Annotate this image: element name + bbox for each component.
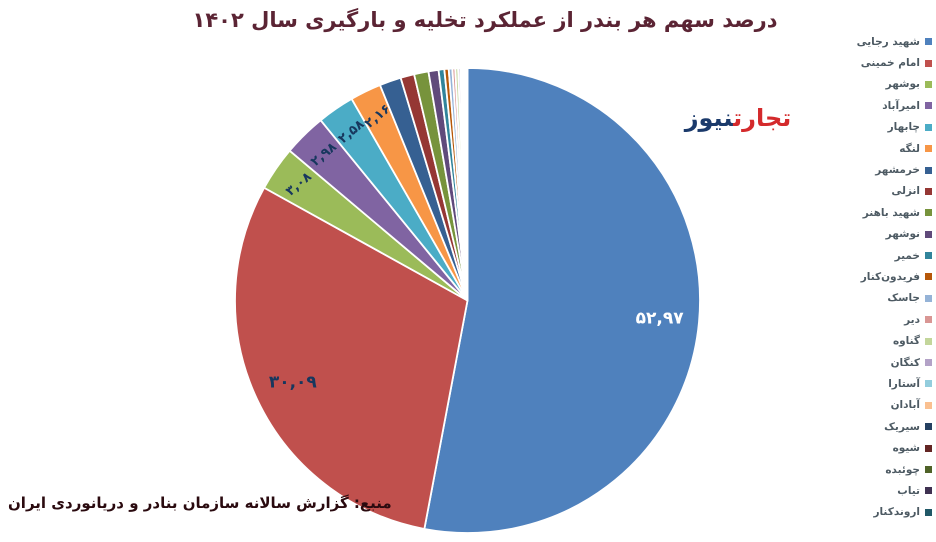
legend-label: اروندکنار: [873, 506, 920, 519]
legend-label: شهید باهنر: [862, 206, 920, 219]
pie-slice-value-label: ۳۰,۰۹: [269, 373, 318, 393]
legend-color-swatch: [925, 123, 932, 131]
legend-item: انزلی: [830, 181, 932, 202]
legend-label: شیوه: [892, 442, 920, 455]
legend-item: خرمشهر: [830, 159, 932, 180]
legend-label: آبادان: [890, 399, 920, 412]
legend-item: شهید رجایی: [830, 31, 932, 52]
legend-color-swatch: [925, 359, 932, 367]
legend-color-swatch: [925, 508, 932, 516]
legend-item: چابهار: [830, 117, 932, 138]
legend-item: شهید باهنر: [830, 202, 932, 223]
legend-label: لنگه: [899, 142, 920, 155]
legend-item: کنگان: [830, 352, 932, 373]
legend-label: آستارا: [888, 377, 920, 390]
legend-item: گناوه: [830, 330, 932, 351]
legend-color-swatch: [925, 316, 932, 324]
legend-label: گناوه: [892, 335, 920, 348]
legend-label: بوشهر: [885, 78, 920, 91]
chart-title: درصد سهم هر بندر از عملکرد تخلیه و بارگی…: [192, 8, 778, 32]
legend-label: امام خمینی: [860, 57, 920, 70]
legend-label: انزلی: [891, 185, 920, 198]
legend: شهید رجایی امام خمینی بوشهر امیرآباد چابهار ل…: [830, 31, 932, 523]
pie-slice: [423, 67, 701, 534]
legend-color-swatch: [925, 102, 932, 110]
legend-color-swatch: [925, 38, 932, 46]
legend-color-swatch: [925, 166, 932, 174]
legend-item: لنگه: [830, 138, 932, 159]
legend-label: دیر: [904, 313, 920, 326]
legend-color-swatch: [925, 423, 932, 431]
legend-item: امام خمینی: [830, 52, 932, 73]
legend-color-swatch: [925, 380, 932, 388]
legend-color-swatch: [925, 466, 932, 473]
legend-color-swatch: [925, 444, 932, 452]
legend-item: آبادان: [830, 395, 932, 416]
legend-item: تیاب: [830, 480, 932, 501]
legend-label: نوشهر: [885, 228, 920, 241]
legend-label: خمیر: [894, 249, 920, 262]
legend-color-swatch: [925, 252, 932, 260]
legend-label: شهید رجایی: [856, 35, 920, 48]
legend-color-swatch: [925, 230, 932, 238]
legend-color-swatch: [925, 209, 932, 217]
legend-color-swatch: [925, 145, 932, 153]
logo-text-news: نیوز: [684, 104, 734, 132]
legend-color-swatch: [925, 59, 932, 67]
legend-color-swatch: [925, 273, 932, 281]
legend-item: خمیر: [830, 245, 932, 266]
legend-item: جاسک: [830, 288, 932, 309]
legend-label: تیاب: [897, 484, 920, 497]
legend-label: چوئبده: [885, 463, 920, 476]
source-note: منبع: گزارش سالانه سازمان بنادر و دریانو…: [8, 494, 392, 512]
legend-color-swatch: [925, 401, 932, 409]
legend-color-swatch: [925, 337, 932, 345]
legend-item: شیوه: [830, 437, 932, 458]
legend-item: امیرآباد: [830, 95, 932, 116]
pie-slice: [234, 186, 469, 531]
legend-color-swatch: [925, 487, 932, 495]
legend-color-swatch: [925, 294, 932, 302]
tejarat-news-logo: تجارتنیوز: [678, 104, 798, 132]
pie-slice: [466, 67, 469, 301]
legend-item: اروندکنار: [830, 502, 932, 523]
legend-item: آستارا: [830, 373, 932, 394]
legend-item: دیر: [830, 309, 932, 330]
pie-slice-value-label: ۵۲,۹۷: [636, 308, 685, 328]
logo-text-tejarat: تجارت: [733, 104, 792, 132]
legend-label: کنگان: [890, 356, 920, 369]
legend-label: فریدون‌کنار: [860, 270, 920, 283]
legend-item: فریدون‌کنار: [830, 266, 932, 287]
legend-label: امیرآباد: [882, 99, 920, 112]
legend-label: خرمشهر: [875, 164, 920, 177]
legend-color-swatch: [925, 80, 932, 88]
legend-item: بوشهر: [830, 74, 932, 95]
legend-item: چوئبده: [830, 459, 932, 480]
legend-item: نوشهر: [830, 224, 932, 245]
legend-label: چابهار: [887, 121, 920, 134]
legend-item: سیریک: [830, 416, 932, 437]
legend-color-swatch: [925, 187, 932, 195]
legend-label: سیریک: [884, 420, 920, 433]
legend-label: جاسک: [887, 292, 920, 305]
